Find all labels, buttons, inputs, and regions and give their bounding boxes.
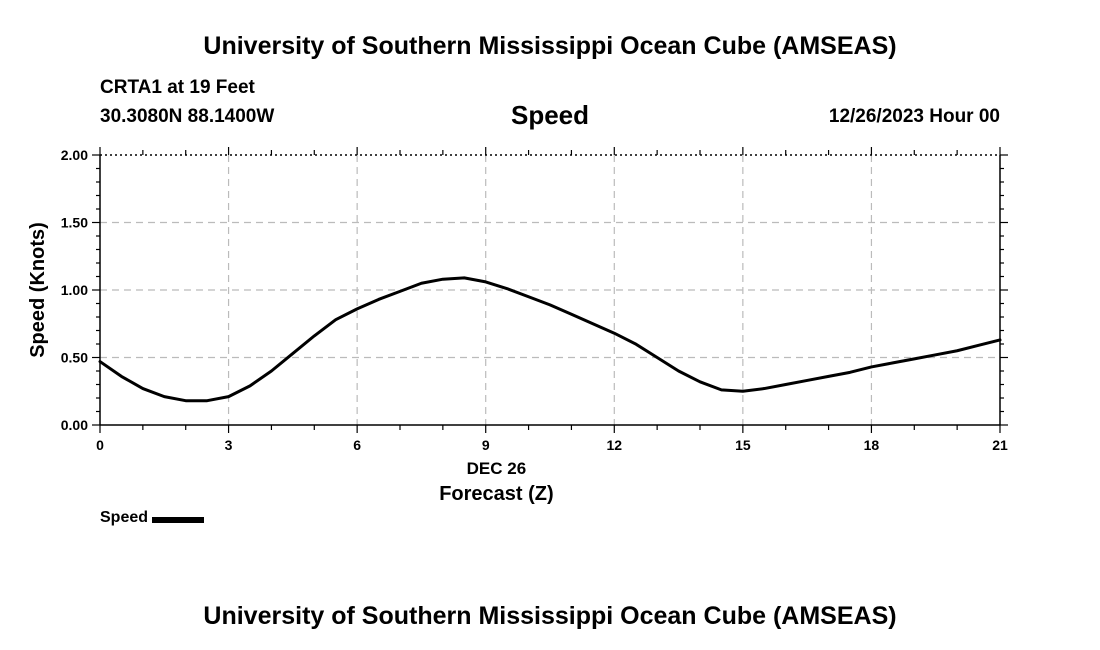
y-tick-label: 2.00 — [61, 147, 88, 163]
legend-line-swatch — [152, 516, 205, 523]
legend-label: Speed — [100, 509, 149, 526]
x-tick-label: 9 — [482, 437, 490, 453]
y-axis-label: Speed (Knots) — [27, 222, 49, 358]
x-tick-label: 3 — [225, 437, 233, 453]
legend: Speed — [100, 509, 205, 527]
forecast-datetime: 12/26/2023 Hour 00 — [828, 106, 1000, 127]
y-tick-label: 1.50 — [61, 215, 88, 231]
x-tick-label: 18 — [864, 437, 880, 453]
x-axis-label: Forecast (Z) — [439, 483, 553, 505]
y-tick-label: 0.50 — [61, 350, 88, 366]
chart-title: Speed — [510, 100, 590, 130]
chart-footer-title: University of Southern Mississippi Ocean… — [203, 602, 897, 630]
coordinates-label: 30.3080N 88.1400W — [100, 106, 275, 127]
x-tick-label: 0 — [96, 437, 104, 453]
x-axis-date-label: DEC 26 — [467, 459, 527, 478]
chart-header-title: University of Southern Mississippi Ocean… — [203, 32, 897, 60]
x-tick-label: 15 — [735, 437, 751, 453]
station-label: CRTA1 at 19 Feet — [100, 77, 255, 98]
series-line-speed — [98, 276, 1002, 403]
x-tick-label: 6 — [353, 437, 361, 453]
y-tick-label: 0.00 — [61, 417, 88, 433]
y-tick-label: 1.00 — [61, 282, 88, 298]
x-tick-label: 12 — [606, 437, 622, 453]
x-tick-label: 21 — [992, 437, 1008, 453]
